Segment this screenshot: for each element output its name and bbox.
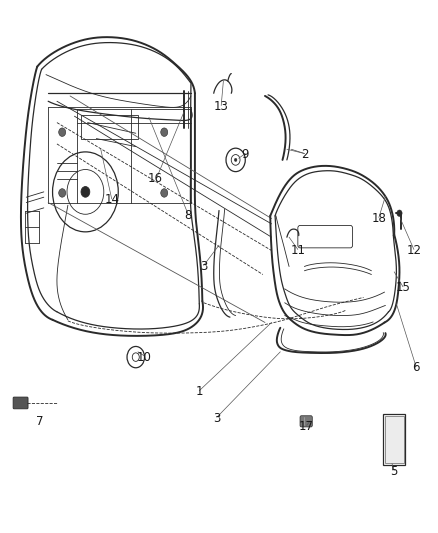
Text: 8: 8: [185, 209, 192, 222]
Circle shape: [397, 210, 402, 216]
Text: 1: 1: [195, 385, 203, 398]
Circle shape: [59, 189, 66, 197]
Circle shape: [234, 158, 237, 161]
Text: 12: 12: [406, 244, 421, 257]
Text: 6: 6: [412, 361, 420, 374]
Text: 15: 15: [396, 281, 410, 294]
Text: 14: 14: [104, 193, 119, 206]
Text: 16: 16: [148, 172, 163, 185]
Circle shape: [161, 128, 168, 136]
Text: 17: 17: [299, 420, 314, 433]
Bar: [383, 414, 405, 465]
Text: 5: 5: [391, 465, 398, 478]
Text: 11: 11: [290, 244, 305, 257]
Text: 7: 7: [35, 415, 43, 427]
Text: 3: 3: [200, 260, 207, 273]
Circle shape: [59, 128, 66, 136]
Text: 18: 18: [371, 212, 386, 225]
Bar: [385, 416, 404, 463]
Text: 10: 10: [137, 351, 152, 364]
FancyBboxPatch shape: [300, 416, 312, 427]
Text: 2: 2: [300, 148, 308, 161]
Text: 3: 3: [213, 412, 220, 425]
Text: 13: 13: [214, 100, 229, 113]
Circle shape: [81, 187, 90, 197]
FancyBboxPatch shape: [13, 397, 28, 409]
Bar: [81, 115, 138, 139]
Circle shape: [161, 189, 168, 197]
Text: 9: 9: [241, 148, 249, 161]
